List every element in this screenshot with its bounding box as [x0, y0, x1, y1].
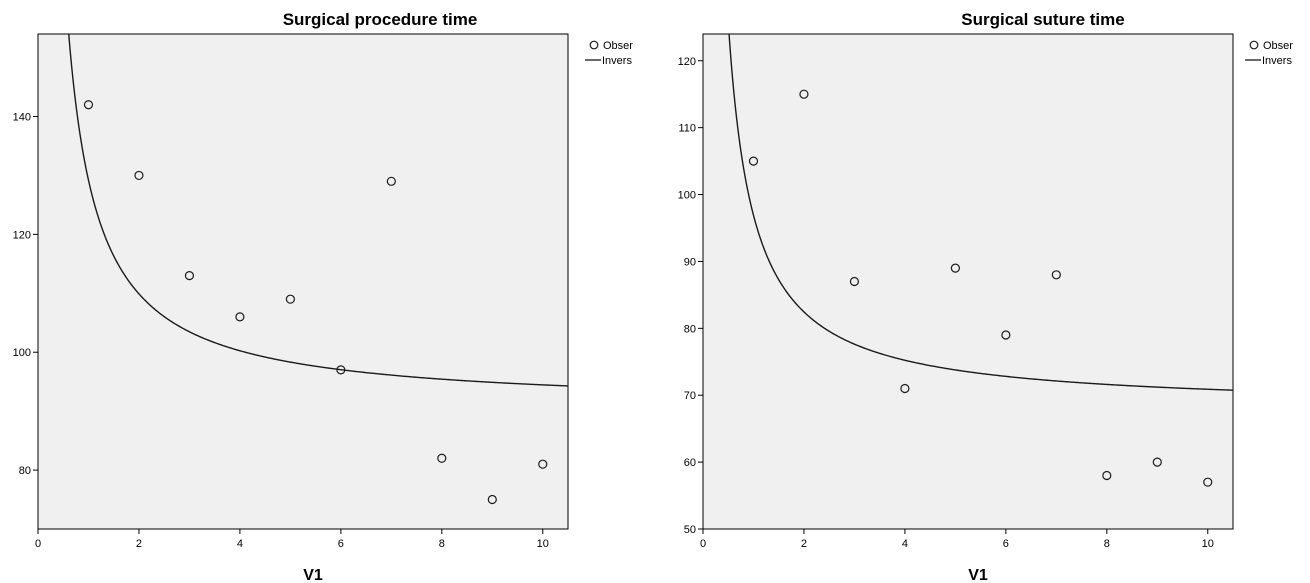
observed-point — [487, 494, 497, 505]
legend-marker-observed — [589, 40, 599, 50]
legend: Obser Invers — [585, 40, 633, 67]
observed-point — [1051, 270, 1061, 280]
observed-point — [437, 453, 447, 463]
fit-curve-line — [728, 34, 1233, 391]
x-tick-label: 10 — [1202, 538, 1214, 550]
y-tick-label: 100 — [678, 190, 696, 202]
x-tick-label: 2 — [136, 538, 142, 550]
observed-point — [538, 459, 548, 469]
plot-marks — [68, 34, 568, 505]
y-tick-label: 70 — [684, 390, 696, 402]
y-tick-label: 110 — [678, 123, 696, 135]
legend: Obser Invers — [1245, 40, 1293, 67]
observed-point — [950, 263, 960, 273]
x-tick-label: 6 — [338, 538, 344, 550]
y-tick-label: 50 — [684, 524, 696, 536]
plot-marks — [728, 34, 1233, 487]
observed-point — [900, 383, 910, 394]
y-tick-label: 90 — [684, 256, 696, 268]
chart-panel-2: Surgical suture time V1 0 2 4 6 8 10 50 60 70 80 90 1… — [678, 10, 1294, 583]
legend-label-observed: Obser — [1263, 40, 1293, 52]
x-tick-label: 2 — [801, 538, 807, 550]
x-axis-label: V1 — [968, 567, 988, 583]
chart-panel-1: Surgical procedure time V1 0 2 4 6 8 10 80 100 120… — [13, 10, 634, 583]
observed-point — [1203, 477, 1213, 487]
x-tick-label: 0 — [35, 538, 41, 550]
x-tick-label: 0 — [700, 538, 706, 550]
plot-area — [37, 33, 569, 530]
x-tick-label: 8 — [439, 538, 445, 550]
x-tick-label: 10 — [537, 538, 549, 550]
observed-point — [1102, 470, 1112, 481]
fit-curve-line — [68, 34, 568, 387]
y-tick-label: 120 — [678, 56, 696, 68]
y-tick-label: 80 — [19, 465, 31, 477]
x-tick-label: 4 — [237, 538, 243, 550]
observed-point — [386, 176, 396, 186]
observed-point — [184, 271, 195, 281]
observed-point — [799, 89, 809, 99]
y-tick-label: 80 — [684, 323, 696, 335]
observed-point — [83, 100, 94, 110]
plot-area — [702, 33, 1234, 530]
legend-label-observed: Obser — [603, 40, 633, 52]
x-tick-label: 4 — [902, 538, 908, 550]
observed-point — [849, 276, 860, 287]
chart-title: Surgical suture time — [961, 10, 1124, 29]
observed-point — [1001, 330, 1011, 340]
legend-marker-observed — [1249, 40, 1259, 50]
x-tick-label: 6 — [1003, 538, 1009, 550]
legend-label-curve: Invers — [1262, 55, 1292, 67]
x-axis-label: V1 — [303, 567, 323, 583]
observed-point — [748, 156, 759, 166]
observed-point — [134, 170, 144, 181]
observed-point — [235, 312, 245, 322]
x-tick-label: 8 — [1104, 538, 1110, 550]
y-tick-label: 140 — [13, 112, 31, 124]
y-tick-label: 120 — [13, 229, 31, 241]
observed-point — [285, 294, 295, 304]
observed-point — [1152, 457, 1162, 467]
y-tick-label: 100 — [13, 347, 31, 359]
chart-title: Surgical procedure time — [283, 10, 478, 29]
y-tick-label: 60 — [684, 457, 696, 469]
legend-label-curve: Invers — [602, 55, 632, 67]
